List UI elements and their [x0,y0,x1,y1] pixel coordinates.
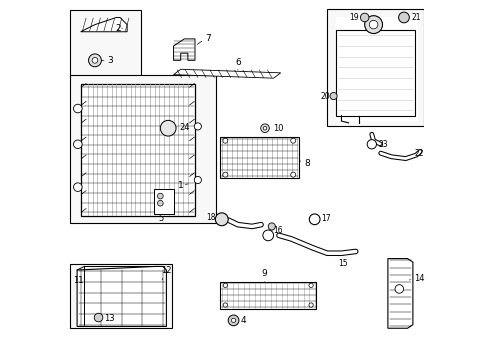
Text: 20: 20 [320,91,330,100]
Circle shape [223,172,228,177]
Text: 1: 1 [178,181,184,190]
Text: 11: 11 [73,275,83,284]
Text: 19: 19 [350,13,359,22]
Polygon shape [81,18,127,32]
Circle shape [228,315,239,326]
Text: 7: 7 [206,35,212,44]
Text: 3: 3 [107,56,113,65]
Text: 18: 18 [206,213,216,222]
Circle shape [309,303,313,307]
Circle shape [223,138,228,143]
Circle shape [268,223,275,230]
Bar [81,84,195,216]
Polygon shape [173,69,281,78]
Text: 8: 8 [304,159,310,168]
Circle shape [74,183,82,192]
Circle shape [74,104,82,113]
Circle shape [194,176,201,184]
Text: 22: 22 [415,149,424,158]
Circle shape [291,172,296,177]
Circle shape [291,138,296,143]
Text: 10: 10 [273,124,283,133]
Text: 24: 24 [179,123,190,132]
Polygon shape [173,39,195,60]
Circle shape [89,54,101,67]
Circle shape [74,140,82,149]
Text: 12: 12 [161,266,172,275]
Circle shape [263,126,267,130]
Text: 21: 21 [411,13,420,22]
Text: 17: 17 [321,214,330,223]
Circle shape [365,16,383,33]
Bar [336,30,415,116]
Circle shape [398,12,409,23]
Polygon shape [388,258,413,328]
Text: 6: 6 [235,58,241,67]
Circle shape [157,201,163,206]
Text: 9: 9 [262,269,268,278]
Circle shape [157,193,163,199]
Polygon shape [77,266,167,327]
Circle shape [360,13,369,22]
Polygon shape [336,18,418,121]
Circle shape [223,303,227,307]
Bar [70,264,172,328]
Text: 4: 4 [241,316,246,325]
Circle shape [367,140,376,149]
Bar [70,10,142,76]
Circle shape [94,313,103,322]
Circle shape [215,213,228,226]
Text: 14: 14 [414,274,424,283]
Circle shape [160,120,176,136]
Circle shape [309,214,320,225]
Bar [220,137,298,178]
Text: 2: 2 [115,24,121,33]
Circle shape [263,230,273,241]
Circle shape [92,58,98,63]
Text: 16: 16 [273,226,283,235]
Text: 13: 13 [104,314,115,323]
Circle shape [223,283,227,288]
Text: 15: 15 [339,259,348,268]
Text: 23: 23 [379,140,389,149]
Text: 5: 5 [158,214,164,223]
Circle shape [194,123,201,130]
Circle shape [395,285,404,293]
Circle shape [369,20,378,29]
Circle shape [261,124,270,132]
Bar [154,189,173,214]
Circle shape [330,93,337,100]
Bar [70,75,217,223]
Bar [327,9,424,126]
Circle shape [231,318,236,323]
Circle shape [309,283,313,288]
Bar [220,282,317,309]
